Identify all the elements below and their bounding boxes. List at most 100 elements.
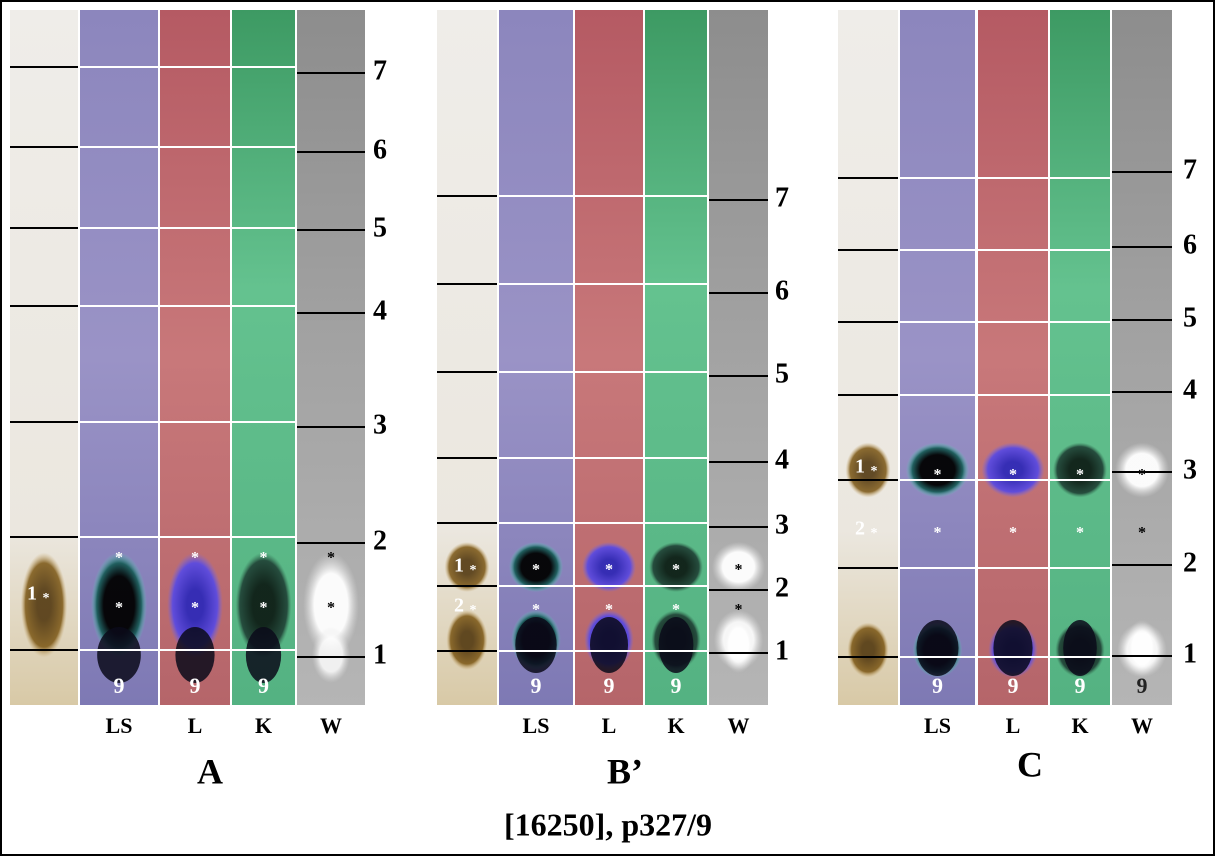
marker: * [934,525,942,542]
marker: * [605,602,613,619]
origin-spot [175,627,215,683]
origin-spot [658,617,694,673]
spot [1115,442,1169,498]
origin-spot [1063,620,1097,676]
marker: * [327,600,335,617]
marker: * [1138,467,1146,484]
lane-label: LS [924,713,951,738]
lane-number: 9 [258,673,269,698]
marker: * [735,562,743,579]
zone-number: 2 [1183,547,1197,578]
lane-number: 9 [114,673,125,698]
lane-label: LS [523,713,550,738]
origin-spot [721,617,756,673]
marker: * [191,550,199,567]
zone-number: 7 [373,55,387,86]
zone-number: 3 [775,509,789,540]
zone-number: 6 [373,134,387,165]
origin-spot [1125,620,1159,676]
origin-spot [916,620,959,676]
marker: * [43,591,50,606]
spot [847,622,889,678]
panel-label: C [1017,744,1043,784]
panel-label: B’ [607,751,643,791]
spot [711,542,766,592]
spot [1053,442,1107,498]
marker: * [115,600,123,617]
lane-label: L [602,713,617,738]
spot [444,542,490,592]
tlc-strip [1050,10,1110,705]
tlc-strip [838,10,898,705]
panel-label: A [197,751,223,791]
origin-spot [589,617,629,673]
zone-number: 1 [775,635,789,666]
spot [235,552,292,658]
spot-label: 2 [454,595,464,617]
marker: * [871,464,878,479]
marker: * [470,603,477,618]
spot [20,552,68,658]
spot [582,542,636,592]
lane-label: W [1131,713,1153,738]
marker: * [934,467,942,484]
zone-number: 3 [373,409,387,440]
marker: * [191,600,199,617]
spot [446,610,488,670]
lane-number: 9 [190,673,201,698]
zone-number: 1 [373,639,387,670]
tlc-strip [437,10,497,705]
marker: * [327,550,335,567]
zone-number: 6 [775,275,789,306]
marker: * [260,600,268,617]
marker: * [115,550,123,567]
spot-label: 2 [855,518,865,540]
marker: * [1076,467,1084,484]
tlc-strip [900,10,975,705]
lane-number: 9 [671,673,682,698]
spot [91,552,147,658]
origin-spot [311,627,351,683]
zone-number: 5 [775,358,789,389]
lane-label: W [320,713,342,738]
lane-label: K [1071,713,1088,738]
spot [981,442,1045,498]
origin-spot [97,627,141,683]
lane-label: K [255,713,272,738]
spot [167,552,223,658]
marker: * [871,526,878,541]
spot-label: 1 [855,456,865,478]
spot [649,542,703,592]
marker: * [1138,525,1146,542]
spot [303,552,359,658]
marker: * [672,602,680,619]
marker: * [1009,525,1017,542]
lane-number: 9 [932,673,943,698]
lane-number: 9 [1008,673,1019,698]
spot [906,442,969,498]
lane-label: W [728,713,750,738]
zone-number: 5 [1183,302,1197,333]
lane-number: 9 [604,673,615,698]
origin-spot [515,617,557,673]
caption: [16250], p327/9 [504,806,712,842]
zone-number: 1 [1183,638,1197,669]
lane-label: K [667,713,684,738]
zone-number: 2 [775,572,789,603]
origin-spot [993,620,1033,676]
zone-number: 7 [1183,154,1197,185]
marker: * [470,563,477,578]
marker: * [260,550,268,567]
lane-number: 9 [531,673,542,698]
zone-number: 5 [373,212,387,243]
marker: * [735,602,743,619]
zone-number: 4 [775,444,789,475]
lane-label: L [188,713,203,738]
marker: * [1076,525,1084,542]
lane-label: L [1006,713,1021,738]
marker: * [672,562,680,579]
zone-number: 4 [373,295,387,326]
marker: * [1009,467,1017,484]
